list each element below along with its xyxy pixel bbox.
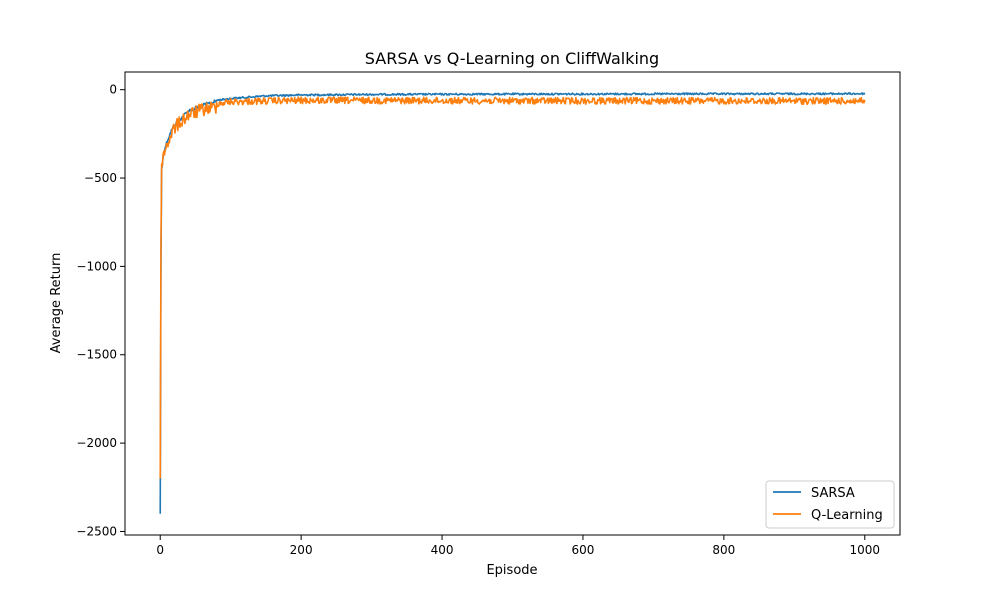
series-line-q-learning — [159, 96, 866, 479]
y-tick-label: 0 — [109, 83, 117, 97]
x-tick-label: 200 — [290, 543, 313, 557]
x-tick-label: 1000 — [849, 543, 880, 557]
y-tick-label: −2000 — [76, 436, 117, 450]
x-axis: 0 200 400 600 800 1000 — [156, 535, 880, 557]
plot-frame — [124, 71, 901, 536]
y-axis-label: Average Return — [49, 253, 64, 354]
x-axis-label: Episode — [486, 563, 537, 578]
series-line-sarsa — [159, 92, 866, 514]
x-tick-label: 0 — [156, 543, 164, 557]
y-tick-label: −500 — [84, 171, 117, 185]
legend: SARSA Q-Learning — [765, 480, 895, 529]
legend-label-sarsa: SARSA — [811, 486, 855, 501]
y-axis: 0 −500 −1000 −1500 −2000 −2500 — [76, 83, 125, 538]
x-tick-label: 600 — [572, 543, 595, 557]
y-tick-label: −2500 — [76, 524, 117, 538]
x-tick-label: 800 — [712, 543, 735, 557]
y-tick-label: −1500 — [76, 348, 117, 362]
y-tick-label: −1000 — [76, 259, 117, 273]
x-tick-label: 400 — [431, 543, 454, 557]
chart-title: SARSA vs Q-Learning on CliffWalking — [365, 49, 659, 68]
series-layer — [159, 92, 866, 514]
legend-label-q-learning: Q-Learning — [811, 508, 883, 523]
